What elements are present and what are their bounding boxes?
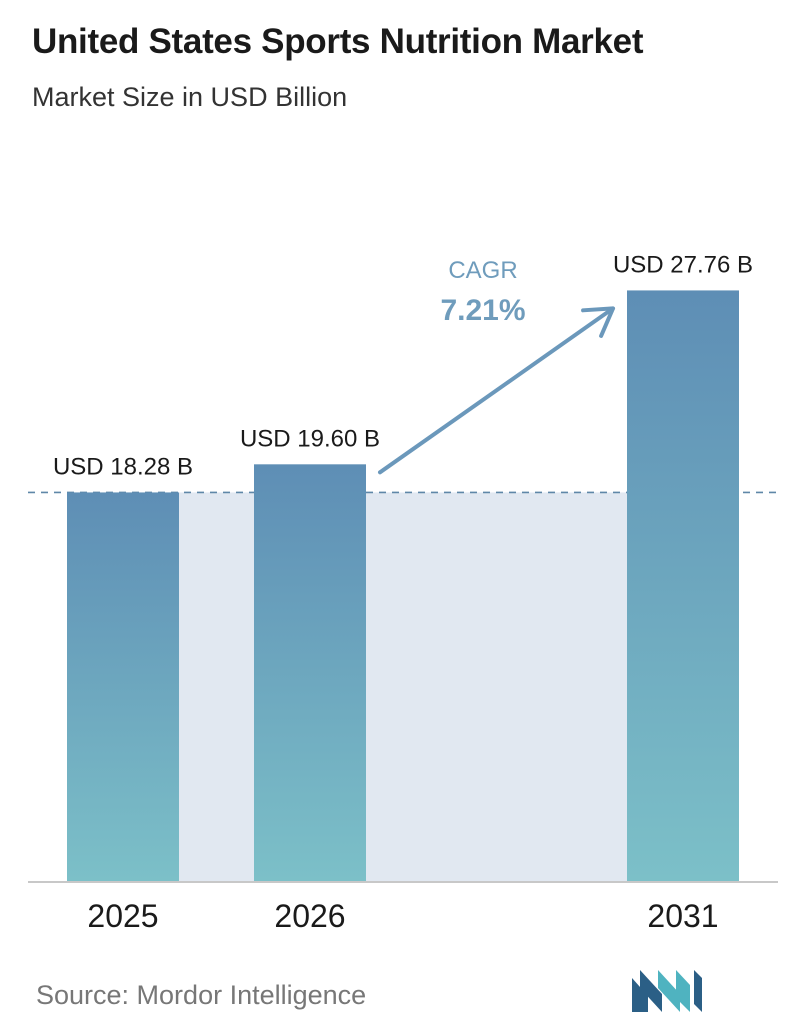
bar-2026 [254,464,366,882]
cagr-arrow-head [581,306,615,338]
mordor-intelligence-logo-icon [632,970,702,1012]
cagr-label: CAGR [448,257,517,284]
x-tick-label-2025: 2025 [87,898,158,934]
x-tick-label-2026: 2026 [274,898,345,934]
chart-title: United States Sports Nutrition Market [32,22,644,61]
value-label-2025: USD 18.28 B [53,453,193,480]
bar-2025 [67,492,179,882]
bar-2031 [627,290,739,883]
value-label-2026: USD 19.60 B [240,425,380,452]
value-label-2031: USD 27.76 B [613,251,753,278]
cagr-arrow-line [378,306,615,475]
cagr-value: 7.21% [440,294,525,327]
source-text: Source: Mordor Intelligence [36,980,367,1010]
chart-subtitle: Market Size in USD Billion [32,82,348,112]
x-tick-label-2031: 2031 [647,898,718,934]
